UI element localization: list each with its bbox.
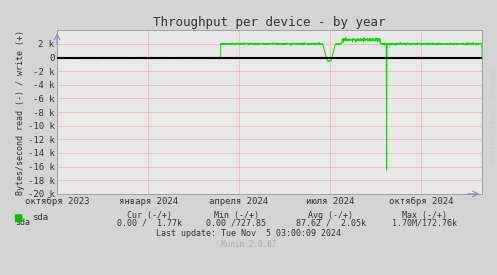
Title: Throughput per device - by year: Throughput per device - by year <box>154 16 386 29</box>
Text: Cur (-/+): Cur (-/+) <box>127 211 171 219</box>
Text: Max (-/+): Max (-/+) <box>403 211 447 219</box>
Text: sda: sda <box>32 213 48 222</box>
Text: 87.62 /  2.05k: 87.62 / 2.05k <box>296 218 365 227</box>
Text: Min (-/+): Min (-/+) <box>214 211 258 219</box>
Text: 0.00 /  1.77k: 0.00 / 1.77k <box>117 218 181 227</box>
Text: 1.70M/172.76k: 1.70M/172.76k <box>393 218 457 227</box>
Text: Avg (-/+): Avg (-/+) <box>308 211 353 219</box>
Text: Last update: Tue Nov  5 03:00:09 2024: Last update: Tue Nov 5 03:00:09 2024 <box>156 229 341 238</box>
Y-axis label: Bytes/second read (-) / write (+): Bytes/second read (-) / write (+) <box>16 30 25 195</box>
Text: 0.00 /727.85: 0.00 /727.85 <box>206 218 266 227</box>
Text: sda: sda <box>15 218 30 227</box>
Text: ■: ■ <box>13 213 23 223</box>
Text: Munin 2.0.67: Munin 2.0.67 <box>221 240 276 249</box>
Text: RRDTOOL / TOBI OETIKER: RRDTOOL / TOBI OETIKER <box>488 69 494 162</box>
